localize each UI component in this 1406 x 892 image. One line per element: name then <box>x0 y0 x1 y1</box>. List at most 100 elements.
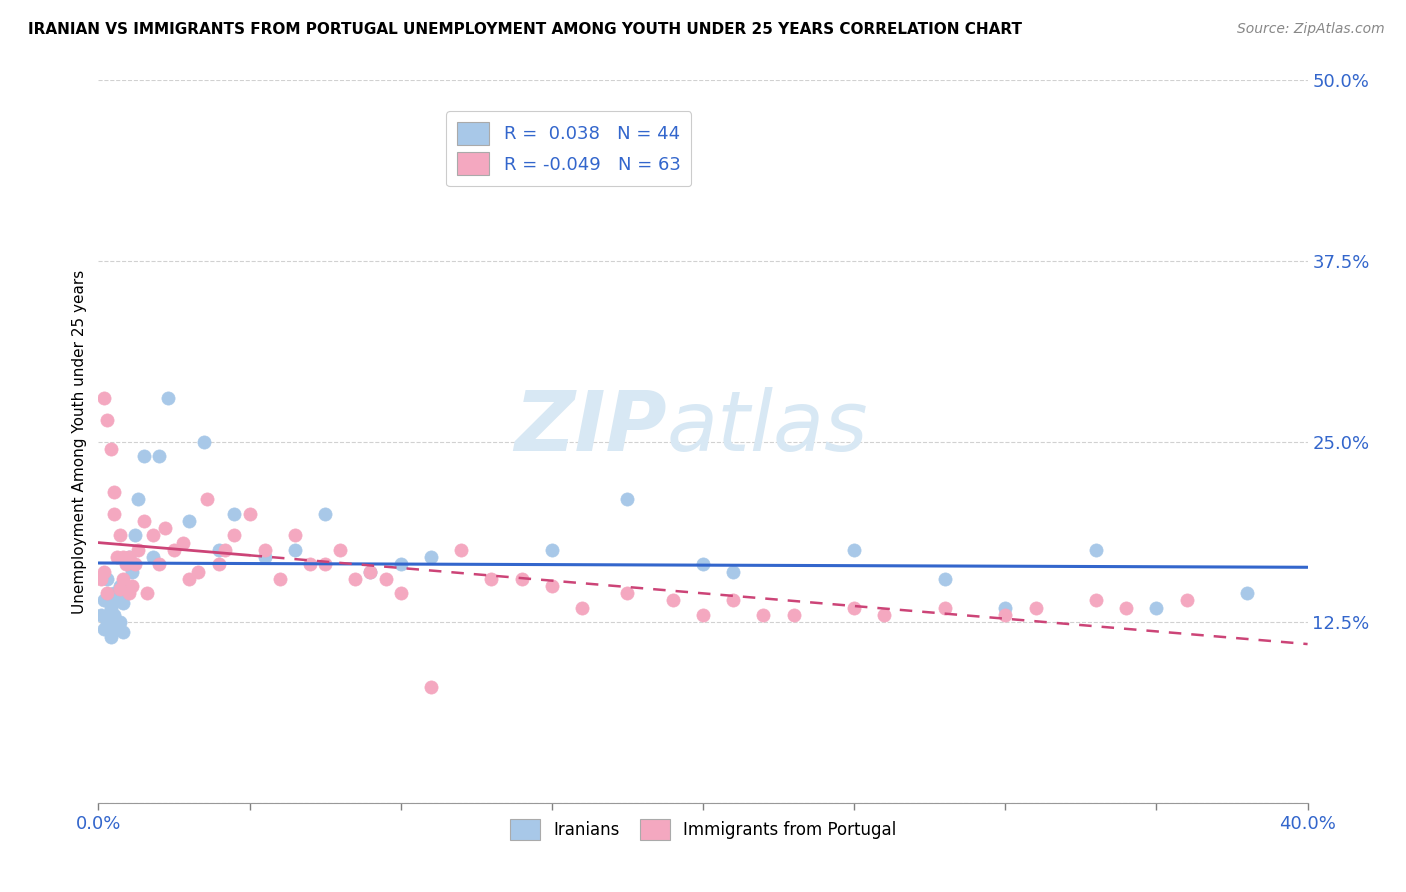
Point <box>118 550 141 565</box>
Point <box>873 607 896 622</box>
Point <box>135 586 157 600</box>
Point <box>93 565 115 579</box>
Point <box>692 607 714 622</box>
Point <box>105 550 128 565</box>
Point <box>103 485 125 500</box>
Point <box>193 434 215 449</box>
Point <box>90 572 112 586</box>
Point <box>616 586 638 600</box>
Point <box>96 413 118 427</box>
Point <box>124 528 146 542</box>
Point <box>132 449 155 463</box>
Point <box>148 449 170 463</box>
Point <box>994 600 1017 615</box>
Point <box>105 623 128 637</box>
Point <box>96 572 118 586</box>
Point <box>844 542 866 557</box>
Point <box>103 586 125 600</box>
Text: Source: ZipAtlas.com: Source: ZipAtlas.com <box>1237 22 1385 37</box>
Point <box>111 550 134 565</box>
Y-axis label: Unemployment Among Youth under 25 years: Unemployment Among Youth under 25 years <box>72 269 87 614</box>
Point <box>344 572 367 586</box>
Point <box>121 565 143 579</box>
Point <box>723 565 745 579</box>
Point <box>96 586 118 600</box>
Point <box>1175 593 1198 607</box>
Point <box>93 623 115 637</box>
Point <box>93 593 115 607</box>
Point <box>692 558 714 572</box>
Point <box>208 542 231 557</box>
Point <box>93 391 115 405</box>
Point <box>111 625 134 640</box>
Point <box>329 542 352 557</box>
Point <box>420 680 443 694</box>
Point <box>253 542 276 557</box>
Point <box>90 607 112 622</box>
Point <box>481 572 503 586</box>
Text: IRANIAN VS IMMIGRANTS FROM PORTUGAL UNEMPLOYMENT AMONG YOUTH UNDER 25 YEARS CORR: IRANIAN VS IMMIGRANTS FROM PORTUGAL UNEM… <box>28 22 1022 37</box>
Point <box>118 550 141 565</box>
Point <box>153 521 176 535</box>
Text: atlas: atlas <box>666 386 869 467</box>
Point <box>420 550 443 565</box>
Point <box>253 550 276 565</box>
Point <box>1085 542 1108 557</box>
Point <box>934 600 956 615</box>
Point <box>571 600 593 615</box>
Point <box>121 579 143 593</box>
Point <box>934 572 956 586</box>
Point <box>616 492 638 507</box>
Text: ZIP: ZIP <box>515 386 666 467</box>
Point <box>111 596 134 610</box>
Point <box>114 586 136 600</box>
Point <box>172 535 194 549</box>
Point <box>374 572 396 586</box>
Point <box>314 558 336 572</box>
Point <box>450 542 472 557</box>
Point <box>1236 586 1258 600</box>
Point <box>389 586 412 600</box>
Point <box>1115 600 1137 615</box>
Point <box>179 514 201 528</box>
Point <box>239 507 262 521</box>
Point <box>299 558 322 572</box>
Point <box>100 630 122 644</box>
Point <box>314 507 336 521</box>
Point <box>142 550 165 565</box>
Point <box>156 391 179 405</box>
Point <box>132 514 155 528</box>
Point <box>360 565 382 579</box>
Point <box>108 615 131 630</box>
Point <box>389 558 412 572</box>
Point <box>540 542 562 557</box>
Point <box>96 615 118 630</box>
Point <box>284 528 307 542</box>
Point <box>224 507 246 521</box>
Point <box>284 542 307 557</box>
Point <box>105 593 128 607</box>
Point <box>103 607 125 622</box>
Point <box>214 542 236 557</box>
Point <box>142 528 165 542</box>
Point <box>163 542 186 557</box>
Point <box>195 492 218 507</box>
Point <box>127 542 149 557</box>
Point <box>187 565 209 579</box>
Point <box>114 558 136 572</box>
Point <box>111 572 134 586</box>
Point <box>224 528 246 542</box>
Point <box>1144 600 1167 615</box>
Point <box>118 586 141 600</box>
Point <box>108 582 131 596</box>
Point <box>124 558 146 572</box>
Point <box>108 579 131 593</box>
Legend: Iranians, Immigrants from Portugal: Iranians, Immigrants from Portugal <box>502 811 904 848</box>
Point <box>100 442 122 456</box>
Point <box>723 593 745 607</box>
Point <box>540 579 562 593</box>
Point <box>1085 593 1108 607</box>
Point <box>100 600 122 615</box>
Point <box>108 528 131 542</box>
Point <box>148 558 170 572</box>
